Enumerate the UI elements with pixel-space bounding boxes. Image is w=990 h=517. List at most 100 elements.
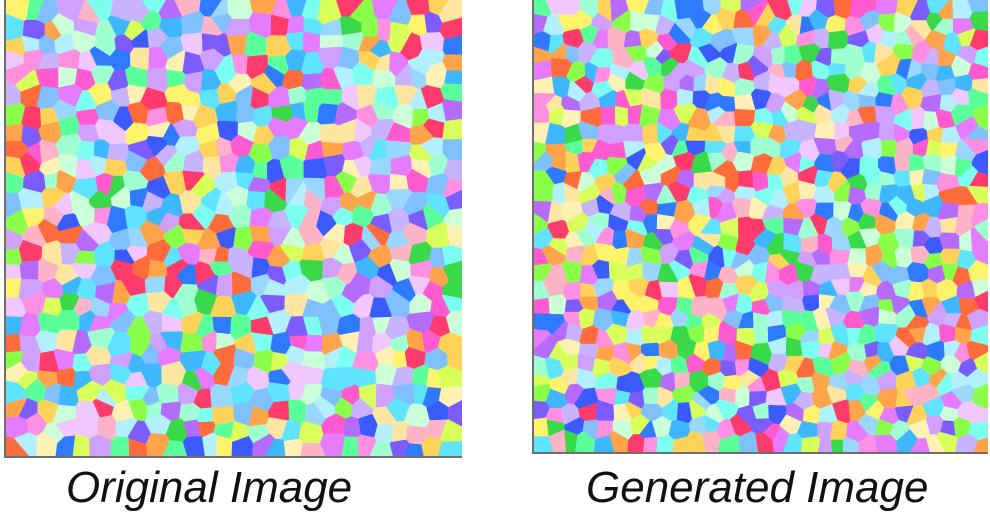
grain-cell	[973, 437, 988, 452]
grain-cell	[405, 443, 425, 456]
grain-cell	[752, 326, 769, 345]
grain-cell	[183, 419, 201, 438]
grain-cell	[658, 281, 679, 299]
grain-cell	[691, 295, 710, 319]
grain-cell	[437, 365, 462, 389]
grain-cell	[623, 30, 643, 49]
grain-cell	[938, 232, 961, 250]
grain-cell	[642, 387, 660, 405]
grain-cell	[939, 216, 958, 234]
grain-cell	[41, 297, 63, 317]
grain-cell	[442, 280, 462, 300]
grain-cell	[304, 334, 324, 353]
grain-cell	[612, 229, 628, 250]
grain-cell	[442, 260, 462, 282]
grain-cell	[938, 323, 956, 344]
grain-cell	[970, 324, 988, 347]
grain-cell	[771, 45, 786, 66]
grain-cell	[967, 308, 988, 331]
grain-cell	[660, 88, 678, 110]
grain-cell	[110, 436, 130, 456]
grain-cell	[817, 439, 833, 452]
grain-cell	[182, 436, 206, 456]
generated-image-panel	[532, 0, 988, 454]
grain-cell	[374, 423, 394, 444]
grain-cell	[720, 359, 738, 377]
grain-cell	[801, 436, 821, 452]
grain-cell	[442, 99, 462, 122]
grain-cell	[442, 35, 462, 56]
original-grain-map	[6, 0, 462, 456]
grain-cell	[623, 123, 644, 143]
grain-cell	[216, 435, 233, 456]
grain-cell	[534, 297, 551, 315]
grain-cell	[864, 182, 883, 201]
grain-cell	[828, 30, 849, 51]
grain-cell	[392, 350, 408, 369]
grain-cell	[614, 106, 629, 128]
grain-cell	[601, 106, 616, 126]
grain-cell	[103, 158, 128, 177]
grain-cell	[19, 260, 40, 280]
grain-cell	[43, 172, 59, 189]
grain-cell	[106, 143, 130, 163]
grain-cell	[342, 416, 362, 438]
grain-cell	[962, 138, 988, 156]
grain-cell	[6, 123, 24, 142]
grain-cell	[227, 0, 254, 20]
grain-cell	[389, 173, 410, 191]
grain-cell	[6, 263, 22, 280]
grain-cell	[878, 121, 895, 142]
original-image-caption: Original Image	[66, 463, 353, 512]
grain-cell	[734, 108, 756, 127]
grain-cell	[629, 10, 646, 33]
grain-cell	[249, 225, 272, 243]
grain-cell	[552, 181, 566, 205]
grain-cell	[444, 70, 462, 85]
grain-cell	[156, 383, 180, 404]
grain-cell	[288, 399, 308, 424]
grain-cell	[676, 88, 694, 106]
grain-cell	[831, 439, 844, 452]
grain-cell	[642, 436, 659, 452]
grain-cell	[286, 15, 305, 35]
grain-cell	[829, 420, 848, 441]
grain-cell	[939, 155, 957, 177]
grain-cell	[57, 309, 80, 332]
grain-cell	[907, 262, 929, 283]
grain-cell	[75, 108, 100, 126]
grain-cell	[752, 312, 769, 328]
grain-cell	[966, 185, 988, 204]
grain-cell	[419, 32, 445, 52]
generated-image-caption: Generated Image	[586, 463, 929, 512]
grain-cell	[319, 433, 346, 456]
grain-cell	[442, 118, 462, 140]
grain-cell	[548, 294, 567, 315]
grain-cell	[391, 420, 409, 443]
grain-cell	[967, 0, 988, 14]
grain-cell	[215, 272, 234, 298]
grain-cell	[6, 333, 22, 354]
grain-cell	[893, 155, 910, 172]
grain-cell	[534, 417, 550, 438]
grain-cell	[824, 14, 847, 33]
grain-cell	[56, 368, 76, 388]
grain-cell	[880, 139, 898, 158]
grain-cell	[440, 83, 462, 103]
grain-cell	[534, 185, 555, 203]
grain-cell	[640, 342, 660, 357]
grain-cell	[442, 244, 462, 266]
grain-cell	[144, 276, 166, 295]
original-image-panel	[4, 0, 462, 458]
grain-cell	[737, 216, 753, 238]
grain-cell	[441, 294, 462, 314]
grain-cell	[236, 104, 255, 124]
grain-cell	[802, 294, 820, 312]
grain-cell	[829, 248, 851, 265]
grain-cell	[319, 34, 344, 49]
grain-cell	[283, 438, 304, 456]
grain-cell	[974, 290, 988, 313]
grain-cell	[438, 441, 462, 456]
grain-cell	[910, 106, 926, 131]
grain-cell	[766, 310, 784, 328]
